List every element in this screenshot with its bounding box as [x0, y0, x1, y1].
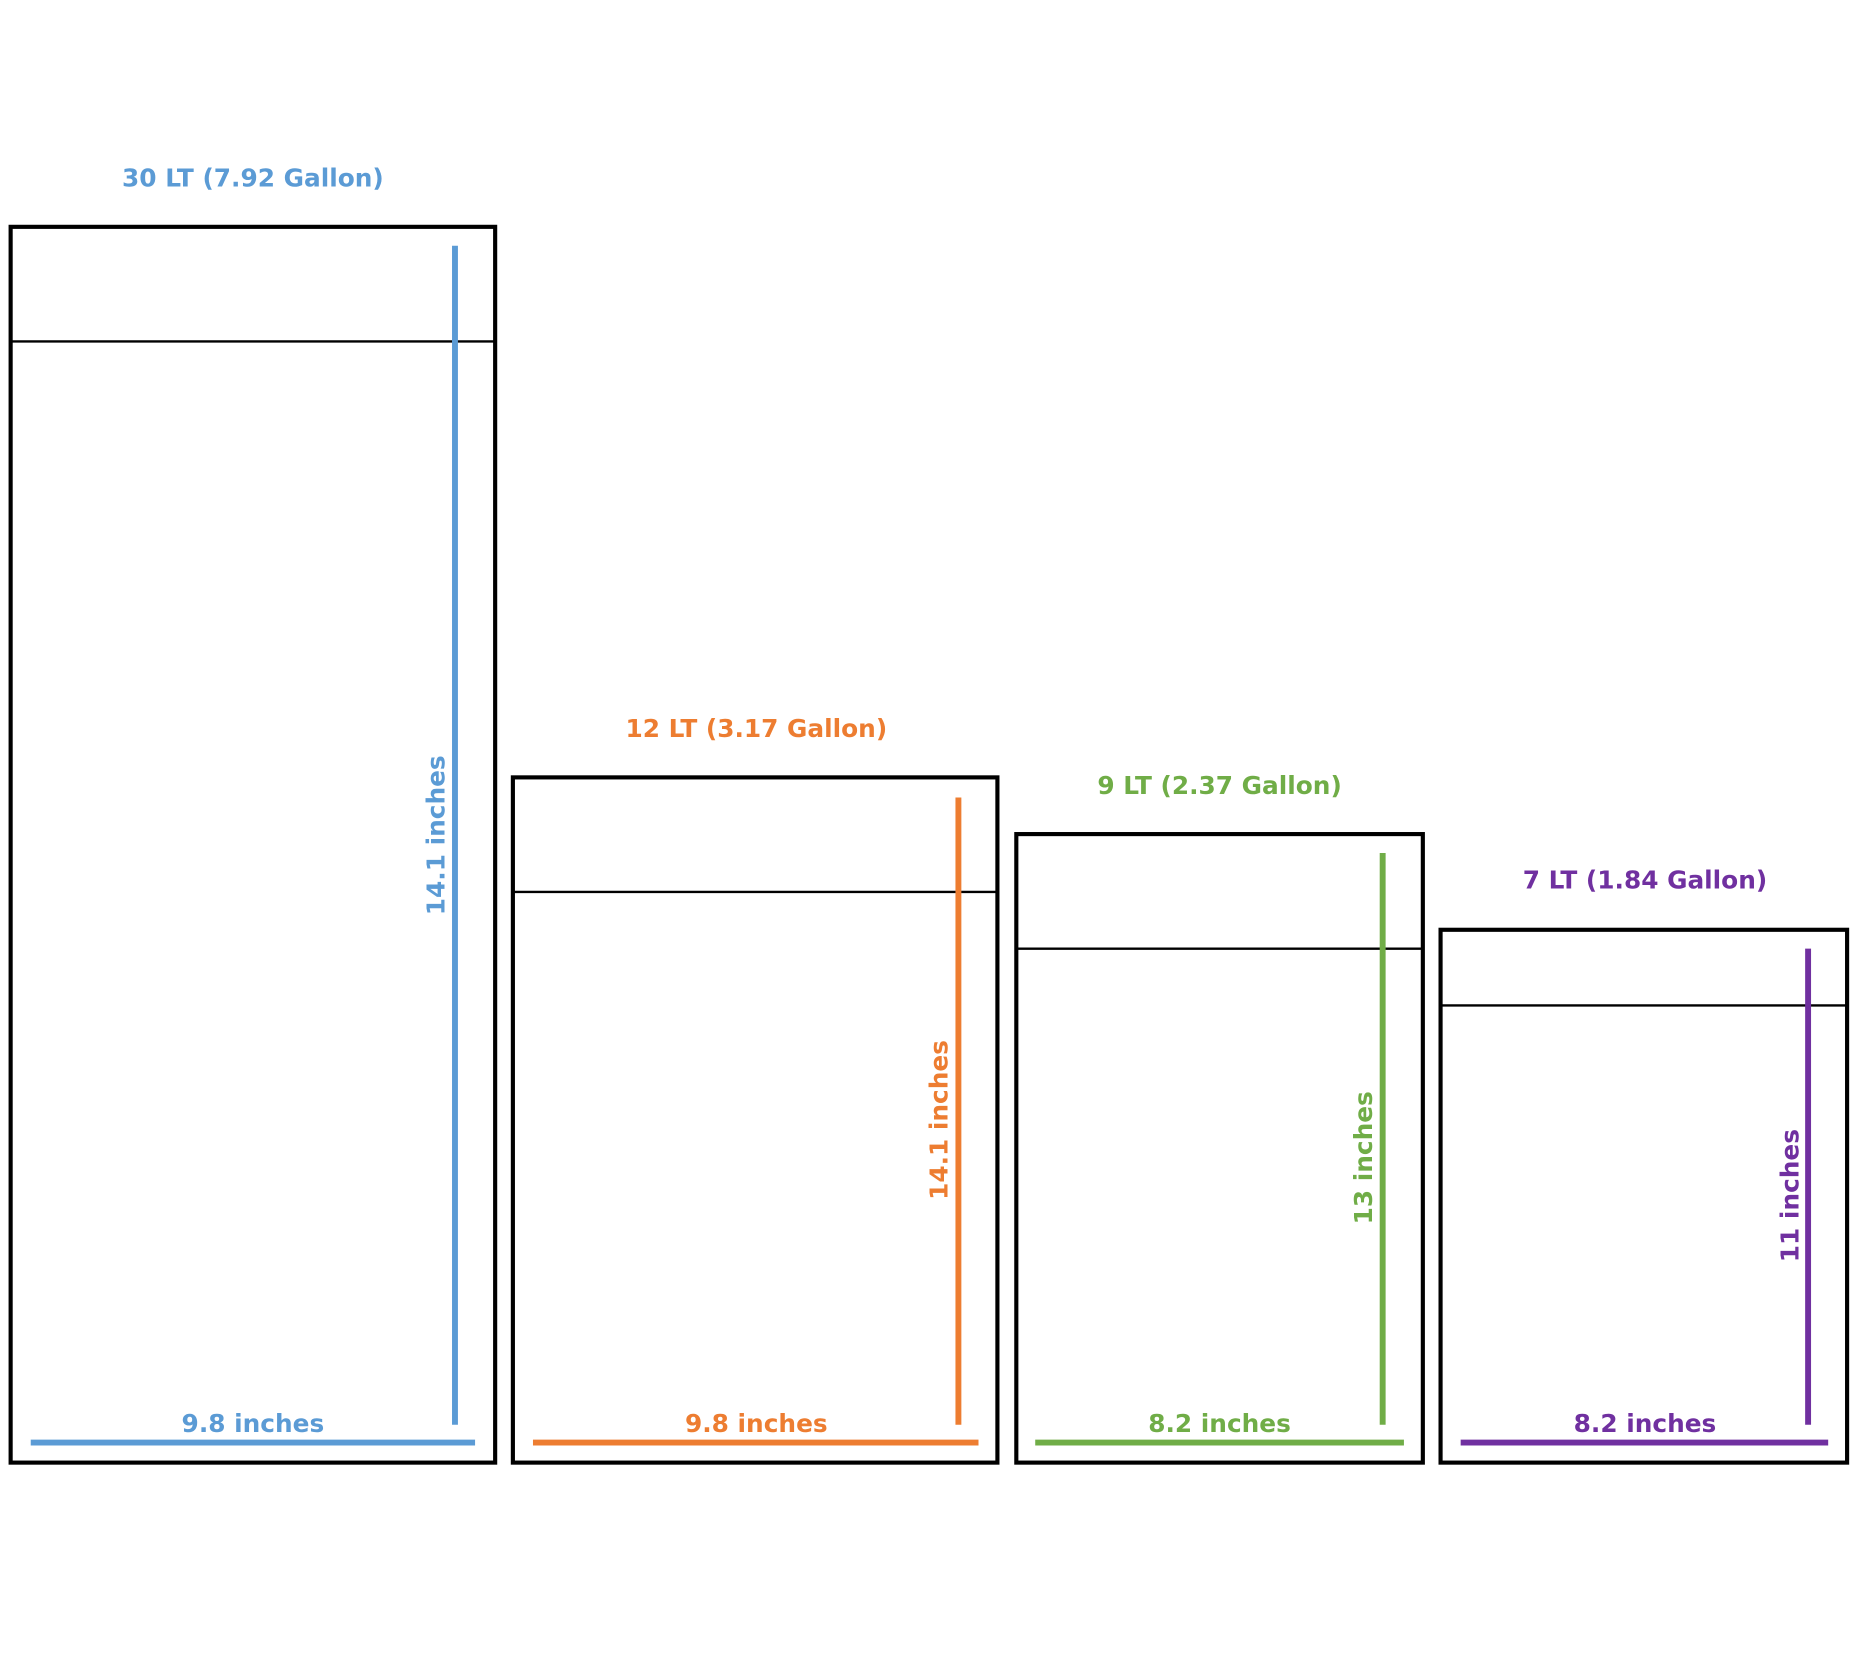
height-label: 14.1 inches — [925, 1040, 954, 1200]
bag-title: 30 LT (7.92 Gallon) — [122, 164, 384, 193]
height-label: 13 inches — [1349, 1091, 1378, 1224]
width-label: 9.8 inches — [182, 1409, 325, 1438]
bag-outline — [1438, 927, 1850, 1465]
bag-title: 7 LT (1.84 Gallon) — [1523, 865, 1767, 894]
width-label: 8.2 inches — [1148, 1409, 1291, 1438]
bag-outline — [8, 224, 498, 1465]
bag: 9 LT (2.37 Gallon) 13 inches 8.2 inches — [1014, 771, 1425, 1465]
bag-outline — [510, 775, 1000, 1465]
bag-title: 9 LT (2.37 Gallon) — [1097, 771, 1341, 800]
bag-outline — [1014, 832, 1425, 1465]
bag: 12 LT (3.17 Gallon) 14.1 inches 9.8 inch… — [510, 714, 1000, 1465]
bag: 30 LT (7.92 Gallon) 14.1 inches 9.8 inch… — [8, 164, 498, 1465]
bag: 7 LT (1.84 Gallon) 11 inches 8.2 inches — [1438, 865, 1850, 1465]
height-label: 11 inches — [1776, 1129, 1805, 1262]
width-label: 8.2 inches — [1574, 1409, 1717, 1438]
height-label: 14.1 inches — [421, 755, 450, 915]
width-label: 9.8 inches — [685, 1409, 828, 1438]
bag-title: 12 LT (3.17 Gallon) — [625, 714, 887, 743]
